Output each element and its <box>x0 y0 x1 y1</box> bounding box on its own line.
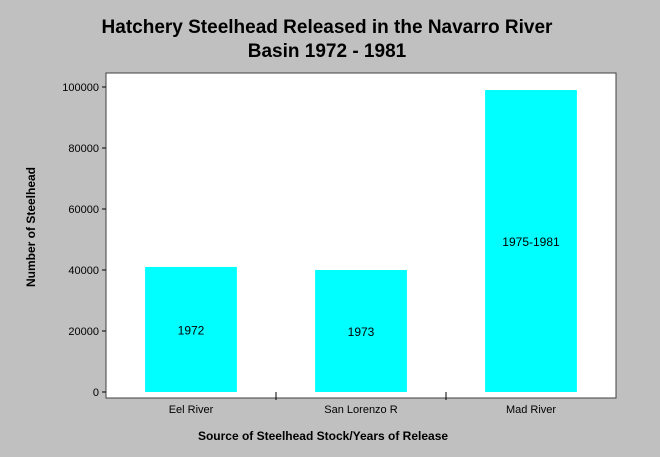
y-tick-label: 40000 <box>68 265 99 277</box>
bar-label: 1973 <box>348 325 375 339</box>
y-axis: 0 20000 40000 60000 80000 100000 <box>62 82 106 399</box>
x-tick-label: San Lorenzo R <box>324 404 397 416</box>
bar <box>315 270 407 392</box>
chart-title-line-1: Hatchery Steelhead Released in the Navar… <box>102 17 554 38</box>
x-axis-title: Source of Steelhead Stock/Years of Relea… <box>198 429 448 443</box>
y-axis-title: Number of Steelhead <box>24 167 38 287</box>
y-tick-label: 20000 <box>68 326 99 338</box>
y-tick-label: 60000 <box>68 204 99 216</box>
bar <box>145 266 237 392</box>
x-axis: Eel River San Lorenzo R Mad River <box>169 392 556 416</box>
x-tick-label: Mad River <box>506 404 556 416</box>
chart-title-line-2: Basin 1972 - 1981 <box>248 41 407 62</box>
bar <box>485 90 577 393</box>
bars: 1972 1973 1975-1981 <box>145 90 577 393</box>
x-tick-label: Eel River <box>169 404 214 416</box>
y-tick-label: 0 <box>93 387 99 399</box>
y-tick-label: 100000 <box>62 82 99 94</box>
y-tick-label: 80000 <box>68 143 99 155</box>
bar-label: 1975-1981 <box>502 235 560 249</box>
bar-label: 1972 <box>178 323 205 337</box>
